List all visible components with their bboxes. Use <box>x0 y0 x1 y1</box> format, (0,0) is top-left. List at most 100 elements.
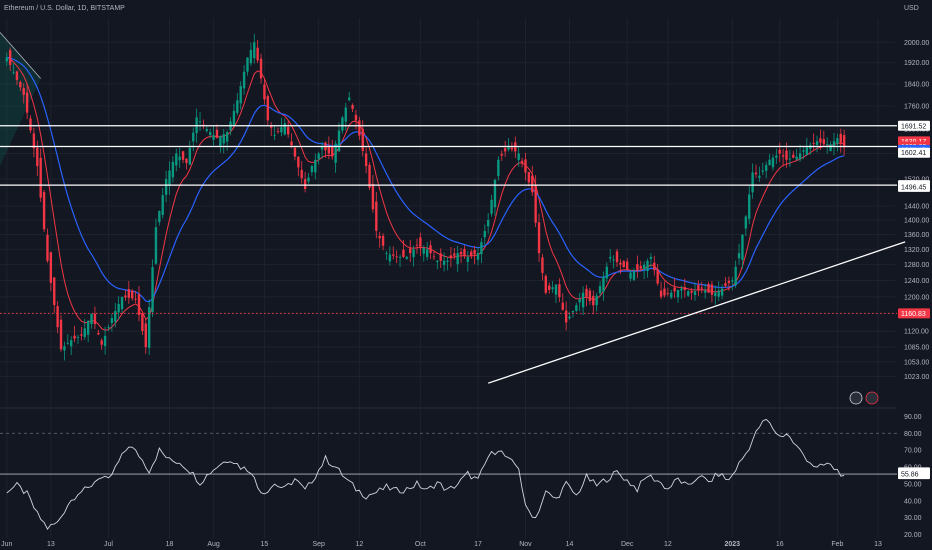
candle-body <box>764 165 768 171</box>
price-tag-box <box>898 308 930 319</box>
candle-body <box>815 141 819 145</box>
chart-title: Ethereum / U.S. Dollar, 1D, BITSTAMP <box>4 5 125 12</box>
candle-body <box>32 133 36 149</box>
candle-body <box>36 147 39 167</box>
candle-body <box>266 96 270 121</box>
time-tick-label: Jul <box>104 541 113 548</box>
candle-body <box>727 280 731 284</box>
price-tick-label: 1280.00 <box>904 262 929 269</box>
candle-body <box>256 47 259 61</box>
candle-body <box>836 138 839 144</box>
price-tick-label: 1760.00 <box>904 104 929 111</box>
candle-body <box>49 252 53 283</box>
candle-body <box>86 321 90 335</box>
candle-body <box>127 289 131 298</box>
candle-body <box>758 175 761 178</box>
candle-body <box>239 86 242 104</box>
candle-body <box>276 131 280 132</box>
candle-body <box>812 143 815 144</box>
candle-body <box>493 179 497 208</box>
candle-body <box>334 143 337 163</box>
candle-body <box>466 256 470 262</box>
candle-body <box>402 249 405 257</box>
candle-body <box>405 256 409 259</box>
candle-body <box>29 118 32 131</box>
candle-body <box>398 256 402 258</box>
candle-body <box>442 260 446 265</box>
candle-body <box>395 256 398 258</box>
candle-body <box>819 138 822 143</box>
flag-icon-us-alt[interactable] <box>865 391 879 405</box>
rsi-tick-label: 30.00 <box>904 515 922 522</box>
candle-body <box>249 49 253 64</box>
candle-body <box>303 179 307 189</box>
candle-body <box>236 100 239 113</box>
rsi-tick-label: 40.00 <box>904 498 922 505</box>
price-tag: 1496.45 <box>898 181 930 192</box>
candle-body <box>212 135 215 140</box>
candle-body <box>344 107 347 122</box>
candle-body <box>714 292 717 297</box>
candle-body <box>785 150 788 160</box>
candle-body <box>690 290 693 293</box>
candle-body <box>439 253 442 261</box>
candle-body <box>754 172 758 175</box>
candle-body <box>97 332 100 335</box>
candle-body <box>117 303 120 313</box>
candle-body <box>385 253 388 254</box>
candle-body <box>531 175 534 193</box>
candle-body <box>351 104 354 109</box>
candle-body <box>554 284 558 295</box>
candle-body <box>76 337 80 338</box>
candle-body <box>527 172 531 183</box>
candle-body <box>775 155 778 158</box>
time-tick-label: Nov <box>519 541 532 548</box>
time-tick-label: 13 <box>874 541 882 548</box>
candle-body <box>670 292 673 298</box>
time-tick-label: Dec <box>621 541 634 548</box>
flag-icon-us[interactable] <box>849 391 863 405</box>
candle-body <box>453 253 456 256</box>
candle-body <box>564 310 568 323</box>
time-tick-label: 16 <box>776 541 784 548</box>
candle-body <box>331 146 334 157</box>
candle-body <box>73 335 76 339</box>
candle-body <box>205 129 208 131</box>
price-tick-label: 1920.00 <box>904 60 929 67</box>
candle-body <box>653 262 656 271</box>
price-tick-label: 1200.00 <box>904 294 929 301</box>
candle-body <box>188 147 192 165</box>
candle-body <box>114 310 117 322</box>
time-tick-label: 2023 <box>724 541 740 548</box>
candle-body <box>297 156 300 168</box>
candle-body <box>724 283 727 286</box>
candle-body <box>561 302 564 310</box>
candle-body <box>392 254 395 256</box>
candle-body <box>90 313 93 324</box>
candle-body <box>341 117 344 131</box>
candle-body <box>337 130 341 152</box>
candle-body <box>70 340 73 347</box>
candle-body <box>751 172 754 193</box>
candle-body <box>826 144 829 146</box>
candle-body <box>39 157 42 198</box>
candle-body <box>80 334 83 336</box>
candle-body <box>602 276 605 292</box>
candle-body <box>761 170 764 172</box>
candle-body <box>842 135 846 148</box>
time-tick-label: 12 <box>664 541 672 548</box>
time-axis[interactable]: Jun 13 Jul 18 Aug 15 Sep 12 Oct 17 Nov 14 Dec 12 2023 1… <box>1 541 882 548</box>
candle-body <box>703 290 707 293</box>
candle-body <box>415 244 419 246</box>
time-tick-label: 14 <box>566 541 574 548</box>
candle-body <box>25 92 29 113</box>
candle-body <box>720 288 724 296</box>
candle-body <box>158 211 161 223</box>
price-tag: 1691.52 <box>898 120 930 131</box>
candle-body <box>270 125 273 128</box>
candle-body <box>46 234 49 261</box>
rsi-tick-label: 70.00 <box>904 448 922 455</box>
candle-body <box>103 335 107 347</box>
price-tick-label: 1360.00 <box>904 232 929 239</box>
flag-icons[interactable] <box>849 391 879 405</box>
